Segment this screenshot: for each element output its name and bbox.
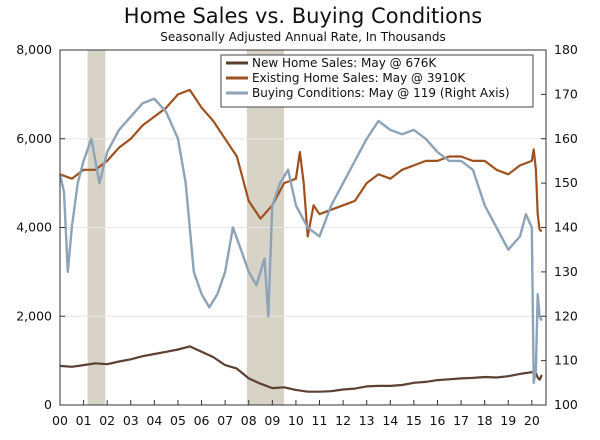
- x-tick-label: 15: [406, 413, 422, 428]
- x-tick-label: 07: [217, 413, 233, 428]
- x-tick-label: 16: [430, 413, 446, 428]
- y-left-tick-label: 8,000: [16, 42, 52, 57]
- y-right-tick-label: 140: [554, 220, 578, 235]
- y-right-tick-label: 150: [554, 175, 578, 190]
- y-right-tick-label: 170: [554, 86, 578, 101]
- legend-label: Buying Conditions: May @ 119 (Right Axis…: [252, 86, 510, 100]
- x-tick-label: 14: [382, 413, 398, 428]
- y-left-tick-label: 4,000: [16, 220, 52, 235]
- y-left-tick-label: 2,000: [16, 308, 52, 323]
- x-tick-label: 02: [99, 413, 115, 428]
- x-tick-label: 11: [312, 413, 328, 428]
- y-right-tick-label: 160: [554, 131, 578, 146]
- x-tick-label: 06: [194, 413, 210, 428]
- y-right-tick-label: 110: [554, 353, 578, 368]
- x-tick-label: 17: [453, 413, 469, 428]
- x-tick-label: 00: [52, 413, 68, 428]
- x-tick-label: 12: [335, 413, 351, 428]
- series-line-buying-conditions: [58, 97, 543, 384]
- chart-subtitle: Seasonally Adjusted Annual Rate, In Thou…: [160, 30, 445, 44]
- x-tick-label: 01: [76, 413, 92, 428]
- y-left-tick-label: 0: [44, 397, 52, 412]
- x-tick-label: 10: [288, 413, 304, 428]
- x-tick-label: 08: [241, 413, 257, 428]
- x-tick-label: 09: [264, 413, 280, 428]
- series-line-existing-home-sales: [59, 88, 543, 238]
- y-right-tick-label: 180: [554, 42, 578, 57]
- chart-title: Home Sales vs. Buying Conditions: [124, 4, 482, 28]
- x-tick-label: 20: [524, 413, 540, 428]
- series-line-new-home-sales: [59, 345, 543, 393]
- y-left-tick-label: 6,000: [16, 131, 52, 146]
- x-tick-label: 03: [123, 413, 139, 428]
- y-right-tick-label: 130: [554, 264, 578, 279]
- y-right-tick-label: 120: [554, 308, 578, 323]
- x-tick-label: 04: [146, 413, 162, 428]
- x-tick-label: 13: [359, 413, 375, 428]
- legend-label: Existing Home Sales: May @ 3910K: [252, 71, 466, 85]
- x-tick-label: 05: [170, 413, 186, 428]
- y-right-tick-label: 100: [554, 397, 578, 412]
- legend-label: New Home Sales: May @ 676K: [252, 56, 437, 70]
- x-tick-label: 18: [477, 413, 493, 428]
- x-tick-label: 19: [500, 413, 516, 428]
- legend-box: [220, 54, 534, 108]
